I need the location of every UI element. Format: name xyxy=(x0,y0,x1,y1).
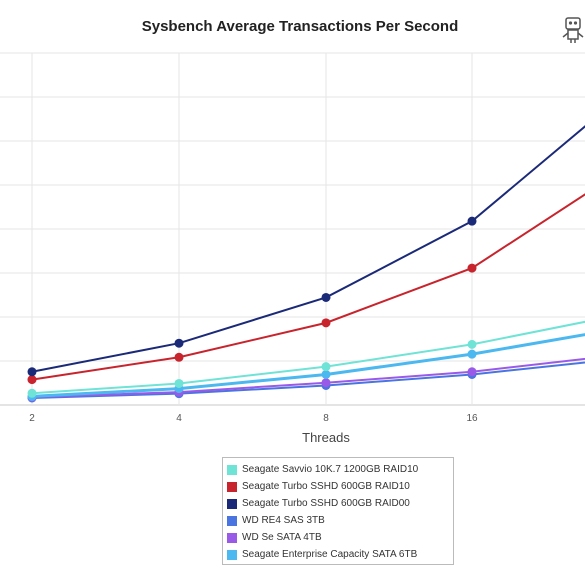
legend-item[interactable]: Seagate Turbo SSHD 600GB RAID10 xyxy=(227,478,453,495)
legend-item[interactable]: Seagate Savvio 10K.7 1200GB RAID10 xyxy=(227,461,453,478)
series-line xyxy=(31,125,585,373)
chart-title: Sysbench Average Transactions Per Second xyxy=(141,18,459,35)
data-point[interactable] xyxy=(27,367,37,377)
x-tick-labels: 2 4 8 16 xyxy=(29,413,478,424)
legend-item[interactable]: WD RE4 SAS 3TB xyxy=(227,512,453,529)
data-point[interactable] xyxy=(27,388,37,398)
legend-item[interactable]: Seagate Turbo SSHD 600GB RAID00 xyxy=(227,495,453,512)
legend-swatch xyxy=(227,481,237,492)
data-point[interactable] xyxy=(321,318,331,328)
data-point[interactable] xyxy=(174,352,184,362)
data-point[interactable] xyxy=(467,339,477,349)
data-point[interactable] xyxy=(27,375,37,385)
robot-mascot-icon xyxy=(562,17,584,43)
data-point[interactable] xyxy=(467,216,477,226)
x-tick-label: 16 xyxy=(466,413,478,424)
legend-label: WD RE4 SAS 3TB xyxy=(242,515,325,526)
data-point[interactable] xyxy=(467,263,477,273)
grid-lines xyxy=(0,52,585,406)
line-chart: 2 4 8 16 xyxy=(0,52,585,424)
legend-swatch xyxy=(227,532,237,543)
legend-label: Seagate Turbo SSHD 600GB RAID00 xyxy=(242,498,410,509)
data-point[interactable] xyxy=(321,292,331,302)
legend-swatch xyxy=(227,515,237,526)
legend-label: WD Se SATA 4TB xyxy=(242,532,322,543)
legend-swatch xyxy=(227,549,237,560)
data-point[interactable] xyxy=(321,369,331,379)
legend-swatch xyxy=(227,464,237,475)
data-point[interactable] xyxy=(467,349,477,359)
x-tick-label: 8 xyxy=(323,413,329,424)
legend-label: Seagate Turbo SSHD 600GB RAID10 xyxy=(242,481,410,492)
legend-item[interactable]: Seagate Enterprise Capacity SATA 6TB xyxy=(227,546,453,563)
x-axis-label: Threads xyxy=(302,430,350,445)
data-point[interactable] xyxy=(174,338,184,348)
legend-label: Seagate Savvio 10K.7 1200GB RAID10 xyxy=(242,464,419,475)
data-point[interactable] xyxy=(467,367,477,377)
legend-swatch xyxy=(227,498,237,509)
legend: Seagate Savvio 10K.7 1200GB RAID10 Seagat… xyxy=(222,457,454,565)
data-point[interactable] xyxy=(321,362,331,372)
x-tick-label: 2 xyxy=(29,413,35,424)
legend-label: Seagate Enterprise Capacity SATA 6TB xyxy=(242,549,418,560)
legend-item[interactable]: WD Se SATA 4TB xyxy=(227,529,453,546)
series-lines xyxy=(27,125,585,403)
data-point[interactable] xyxy=(321,378,331,388)
x-tick-label: 4 xyxy=(176,413,182,424)
data-point[interactable] xyxy=(174,378,184,388)
